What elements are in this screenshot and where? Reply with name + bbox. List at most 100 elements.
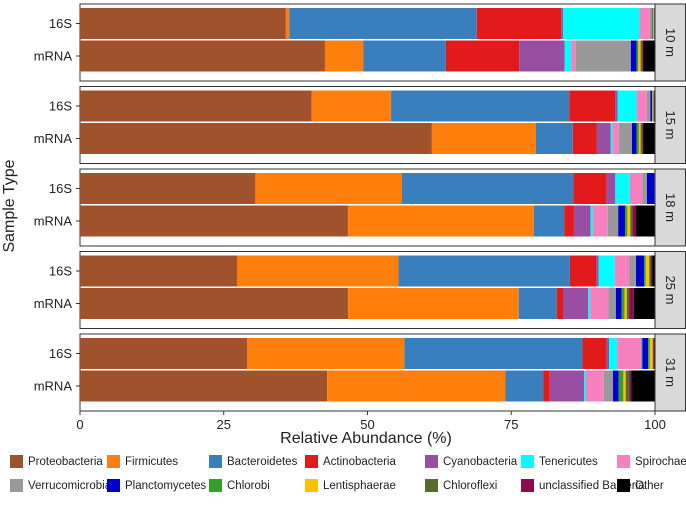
bar-segment-planctomycetes bbox=[652, 8, 653, 39]
bar-segment-actinobacteria bbox=[573, 173, 607, 204]
y-tick-label: mRNA bbox=[34, 379, 73, 394]
bar-segment-spirochaetes bbox=[586, 370, 604, 402]
bar-segment-unclassified-bacteria bbox=[642, 123, 644, 154]
bar-segment-actinobacteria bbox=[556, 288, 563, 319]
x-axis: 0 25 50 75 100 bbox=[76, 410, 666, 432]
legend-label: Tenericutes bbox=[539, 456, 598, 468]
bar-segment-chlorobi bbox=[636, 40, 639, 72]
y-tick-label: mRNA bbox=[34, 214, 73, 229]
bar-segment-spirochaetes bbox=[590, 288, 609, 319]
bar-segment-firmicutes bbox=[431, 123, 536, 154]
bar-segment-spirochaetes bbox=[639, 8, 650, 39]
legend-item: Firmicutes bbox=[107, 455, 178, 468]
bar-segment-chloroflexi bbox=[626, 288, 630, 319]
bar-segment-chlorobi bbox=[652, 8, 654, 39]
bar-segment-cyanobacteria bbox=[519, 40, 565, 72]
facet-panel: 16S mRNA 18 m bbox=[34, 168, 686, 247]
bar-segment-unclassified-bacteria bbox=[653, 90, 655, 122]
bar-segment-chlorobi bbox=[644, 255, 646, 287]
bar-segment-lentisphaerae bbox=[624, 288, 627, 319]
legend-item: Chlorobi bbox=[209, 479, 270, 492]
bar-segment-cyanobacteria bbox=[596, 255, 599, 287]
bar-segment-chloroflexi bbox=[653, 90, 654, 122]
x-tick-label: 50 bbox=[360, 417, 374, 432]
bar-segment-tenericutes bbox=[615, 173, 630, 204]
bar-segment-cyanobacteria bbox=[606, 173, 616, 204]
bar-segment-cyanobacteria bbox=[615, 90, 618, 122]
legend-swatch bbox=[521, 479, 534, 492]
legend-swatch bbox=[305, 479, 318, 492]
x-axis-title: Relative Abundance (%) bbox=[280, 430, 452, 447]
x-tick-label: 0 bbox=[76, 417, 83, 432]
bar-segment-tenericutes bbox=[584, 370, 586, 402]
bar-segment-planctomycetes bbox=[650, 90, 653, 122]
bar-segment-planctomycetes bbox=[642, 338, 649, 369]
facet-strip-label: 10 m bbox=[663, 28, 678, 57]
bar-segment-unclassified-bacteria bbox=[629, 288, 634, 319]
bar-segment-actinobacteria bbox=[476, 8, 562, 39]
bar-segment-cyanobacteria bbox=[573, 205, 591, 237]
bar-segment-cyanobacteria bbox=[596, 123, 611, 154]
bar-segment-proteobacteria bbox=[80, 90, 312, 122]
bar-segment-verrucomicrobia bbox=[646, 90, 651, 122]
bar-segment-chloroflexi bbox=[653, 8, 655, 39]
bar-segment-proteobacteria bbox=[80, 205, 348, 237]
bar-segment-chlorobi bbox=[625, 205, 628, 237]
bar-segment-chloroflexi bbox=[649, 255, 651, 287]
legend-swatch bbox=[521, 455, 534, 468]
bar-segment-chloroflexi bbox=[625, 370, 630, 402]
x-tick-label: 75 bbox=[504, 417, 518, 432]
bar-segment-bacteroidetes bbox=[505, 370, 544, 402]
bar-segment-tenericutes bbox=[564, 40, 572, 72]
bar-segment-spirochaetes bbox=[614, 255, 630, 287]
bar-segment-spirochaetes bbox=[571, 40, 576, 72]
bar-segment-bacteroidetes bbox=[404, 338, 583, 369]
facets-layer: 16S mRNA 10 m 16S mRNA 15 m 16S mRNA 18 m 16S mRNA… bbox=[34, 3, 686, 412]
bar-segment-actinobacteria bbox=[564, 205, 574, 237]
bar-segment-planctomycetes bbox=[618, 205, 626, 237]
bar-segment-unclassified-bacteria bbox=[632, 205, 637, 237]
bar-segment-other bbox=[636, 205, 655, 237]
facet-strip-label: 25 m bbox=[663, 276, 678, 305]
legend-swatch bbox=[617, 479, 630, 492]
bar-segment-unclassified-bacteria bbox=[629, 370, 632, 402]
bar-segment-tenericutes bbox=[588, 288, 591, 319]
legend-item: Lentisphaerae bbox=[305, 479, 396, 492]
x-tick-label: 25 bbox=[217, 417, 231, 432]
legend-label: Actinobacteria bbox=[323, 456, 396, 468]
bar-segment-chlorobi bbox=[636, 123, 639, 154]
facet-panel: 16S mRNA 10 m bbox=[34, 3, 686, 82]
legend-item: Other bbox=[617, 479, 664, 492]
bar-segment-actinobacteria bbox=[445, 40, 520, 72]
y-tick-label: 16S bbox=[49, 99, 72, 114]
legend-item: Chloroflexi bbox=[425, 479, 497, 492]
bar-segment-bacteroidetes bbox=[518, 288, 557, 319]
bar-segment-proteobacteria bbox=[80, 370, 328, 402]
bar-segment-actinobacteria bbox=[569, 255, 597, 287]
legend-item: Spirochaetes bbox=[617, 455, 686, 468]
legend-swatch bbox=[107, 455, 120, 468]
y-tick-label: 16S bbox=[49, 16, 72, 31]
y-tick-label: mRNA bbox=[34, 296, 73, 311]
bar-segment-other bbox=[631, 370, 655, 402]
y-tick-label: mRNA bbox=[34, 49, 73, 64]
facet-strip-label: 31 m bbox=[663, 358, 678, 387]
bar-segment-spirochaetes bbox=[636, 90, 647, 122]
bar-segment-chlorobi bbox=[652, 90, 653, 122]
bar-segment-bacteroidetes bbox=[391, 90, 570, 122]
bar-segment-bacteroidetes bbox=[535, 123, 573, 154]
bar-segment-firmicutes bbox=[236, 255, 399, 287]
legend-item: Planctomycetes bbox=[107, 479, 206, 492]
bar-segment-actinobacteria bbox=[572, 123, 597, 154]
bar-segment-proteobacteria bbox=[80, 8, 286, 39]
bar-segment-lentisphaerae bbox=[649, 338, 653, 369]
bar-segment-proteobacteria bbox=[80, 123, 432, 154]
bar-segment-bacteroidetes bbox=[402, 173, 574, 204]
bar-segment-lentisphaerae bbox=[652, 90, 654, 122]
facet-panel: 16S mRNA 15 m bbox=[34, 86, 686, 164]
legend-swatch bbox=[209, 455, 222, 468]
bar-segment-bacteroidetes bbox=[289, 8, 477, 39]
bar-segment-verrucomicrobia bbox=[607, 205, 619, 237]
bar-segment-actinobacteria bbox=[543, 370, 550, 402]
bar-segment-other bbox=[643, 123, 655, 154]
